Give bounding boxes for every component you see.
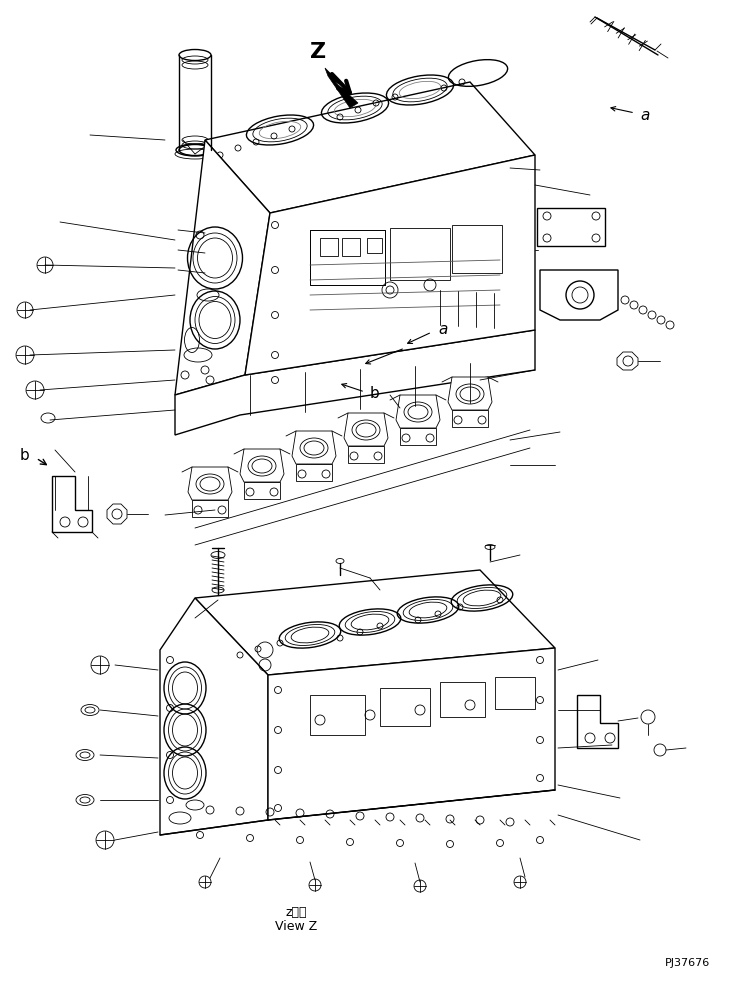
Polygon shape: [175, 330, 535, 435]
Bar: [310, 230, 385, 285]
Polygon shape: [452, 410, 488, 427]
Polygon shape: [344, 413, 388, 446]
Polygon shape: [396, 395, 440, 428]
Polygon shape: [245, 155, 535, 375]
Polygon shape: [400, 428, 436, 445]
Text: a: a: [640, 108, 650, 123]
Polygon shape: [195, 570, 555, 675]
Text: Z: Z: [310, 42, 326, 62]
Polygon shape: [188, 467, 232, 500]
Text: PJ37676: PJ37676: [665, 958, 710, 968]
Polygon shape: [296, 464, 332, 481]
Bar: [380, 688, 430, 726]
Bar: [440, 682, 485, 717]
Polygon shape: [107, 504, 127, 524]
Text: z　視: z 視: [285, 905, 307, 918]
Bar: [310, 695, 365, 735]
Text: b: b: [20, 447, 30, 462]
Polygon shape: [325, 68, 358, 108]
Polygon shape: [52, 476, 92, 532]
Bar: [310, 230, 385, 285]
Bar: [452, 225, 502, 273]
Polygon shape: [448, 377, 492, 410]
Bar: [320, 238, 338, 256]
Polygon shape: [240, 449, 284, 482]
Text: a: a: [438, 323, 447, 337]
Polygon shape: [160, 598, 268, 835]
Polygon shape: [175, 140, 270, 395]
Bar: [367, 238, 382, 253]
Bar: [537, 208, 605, 246]
Polygon shape: [348, 446, 384, 463]
Bar: [342, 238, 360, 256]
Polygon shape: [292, 431, 336, 464]
Polygon shape: [205, 82, 535, 213]
Polygon shape: [268, 648, 555, 820]
Text: b: b: [370, 386, 380, 400]
Text: View Z: View Z: [275, 919, 317, 933]
Polygon shape: [617, 352, 638, 370]
Polygon shape: [244, 482, 280, 499]
Polygon shape: [577, 695, 618, 748]
Bar: [390, 228, 450, 280]
Bar: [495, 677, 535, 709]
Polygon shape: [192, 500, 228, 517]
Polygon shape: [540, 270, 618, 320]
